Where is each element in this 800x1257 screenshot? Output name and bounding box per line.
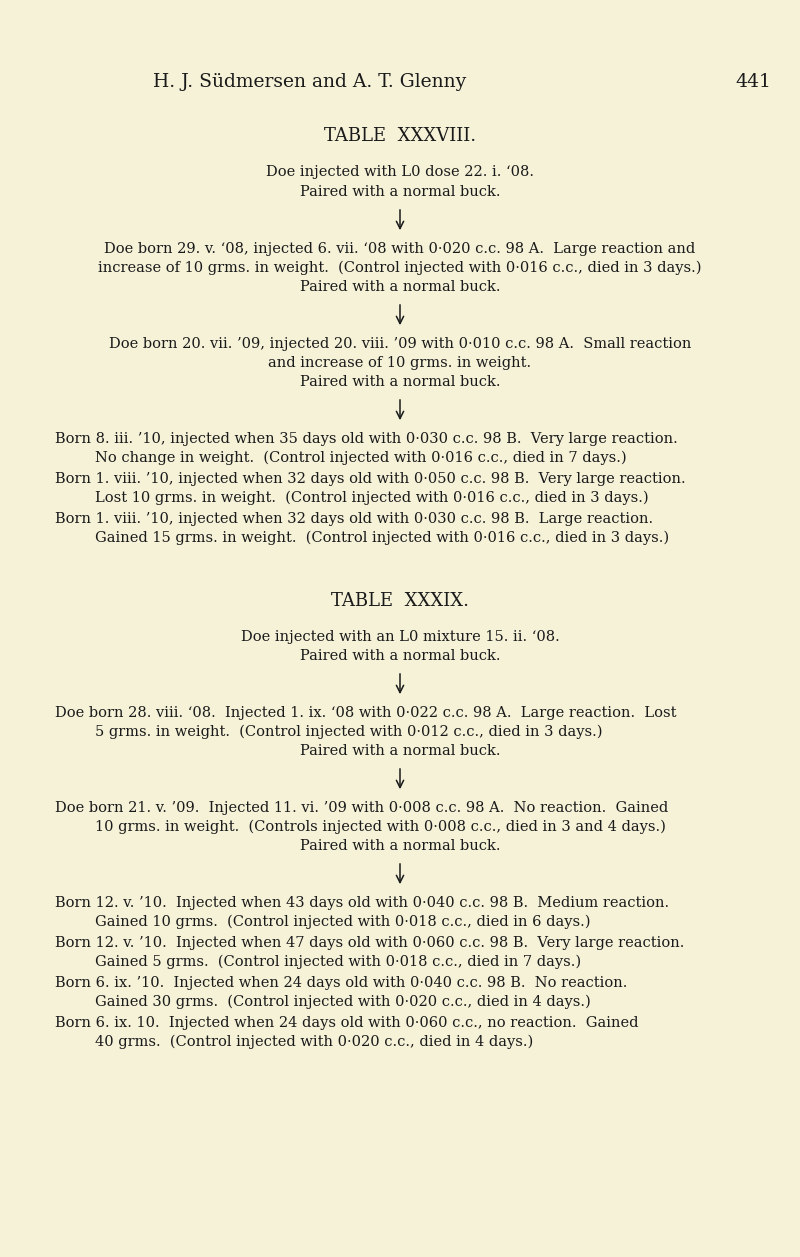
- Text: 40 grms.  (Control injected with 0·020 c.c., died in 4 days.): 40 grms. (Control injected with 0·020 c.…: [95, 1035, 534, 1050]
- Text: Paired with a normal buck.: Paired with a normal buck.: [300, 838, 500, 854]
- Text: 441: 441: [735, 73, 771, 91]
- Text: Paired with a normal buck.: Paired with a normal buck.: [300, 375, 500, 388]
- Text: Paired with a normal buck.: Paired with a normal buck.: [300, 280, 500, 294]
- Text: Paired with a normal buck.: Paired with a normal buck.: [300, 744, 500, 758]
- Text: TABLE  XXXIX.: TABLE XXXIX.: [331, 592, 469, 610]
- Text: Born 6. ix. 10.  Injected when 24 days old with 0·060 c.c., no reaction.  Gained: Born 6. ix. 10. Injected when 24 days ol…: [55, 1016, 638, 1029]
- Text: Doe injected with L0 dose 22. i. ‘08.: Doe injected with L0 dose 22. i. ‘08.: [266, 165, 534, 178]
- Text: Born 12. v. ’10.  Injected when 43 days old with 0·040 c.c. 98 B.  Medium reacti: Born 12. v. ’10. Injected when 43 days o…: [55, 896, 669, 910]
- Text: 10 grms. in weight.  (Controls injected with 0·008 c.c., died in 3 and 4 days.): 10 grms. in weight. (Controls injected w…: [95, 820, 666, 835]
- Text: TABLE  XXXVIII.: TABLE XXXVIII.: [324, 127, 476, 145]
- Text: Doe injected with an L0 mixture 15. ii. ‘08.: Doe injected with an L0 mixture 15. ii. …: [241, 630, 559, 644]
- Text: Born 6. ix. ’10.  Injected when 24 days old with 0·040 c.c. 98 B.  No reaction.: Born 6. ix. ’10. Injected when 24 days o…: [55, 975, 627, 991]
- Text: Doe born 20. vii. ’09, injected 20. viii. ’09 with 0·010 c.c. 98 A.  Small react: Doe born 20. vii. ’09, injected 20. viii…: [109, 337, 691, 351]
- Text: No change in weight.  (Control injected with 0·016 c.c., died in 7 days.): No change in weight. (Control injected w…: [95, 451, 626, 465]
- Text: Born 8. iii. ’10, injected when 35 days old with 0·030 c.c. 98 B.  Very large re: Born 8. iii. ’10, injected when 35 days …: [55, 432, 678, 446]
- Text: Paired with a normal buck.: Paired with a normal buck.: [300, 185, 500, 199]
- Text: H. J. Südmersen and A. T. Glenny: H. J. Südmersen and A. T. Glenny: [154, 73, 466, 91]
- Text: 5 grms. in weight.  (Control injected with 0·012 c.c., died in 3 days.): 5 grms. in weight. (Control injected wit…: [95, 725, 602, 739]
- Text: Paired with a normal buck.: Paired with a normal buck.: [300, 649, 500, 662]
- Text: increase of 10 grms. in weight.  (Control injected with 0·016 c.c., died in 3 da: increase of 10 grms. in weight. (Control…: [98, 261, 702, 275]
- Text: Gained 10 grms.  (Control injected with 0·018 c.c., died in 6 days.): Gained 10 grms. (Control injected with 0…: [95, 915, 590, 929]
- Text: Doe born 21. v. ’09.  Injected 11. vi. ’09 with 0·008 c.c. 98 A.  No reaction.  : Doe born 21. v. ’09. Injected 11. vi. ’0…: [55, 801, 668, 815]
- Text: Gained 15 grms. in weight.  (Control injected with 0·016 c.c., died in 3 days.): Gained 15 grms. in weight. (Control inje…: [95, 530, 669, 546]
- Text: Gained 30 grms.  (Control injected with 0·020 c.c., died in 4 days.): Gained 30 grms. (Control injected with 0…: [95, 996, 590, 1009]
- Text: Born 1. viii. ’10, injected when 32 days old with 0·050 c.c. 98 B.  Very large r: Born 1. viii. ’10, injected when 32 days…: [55, 471, 686, 486]
- Text: Born 12. v. ’10.  Injected when 47 days old with 0·060 c.c. 98 B.  Very large re: Born 12. v. ’10. Injected when 47 days o…: [55, 936, 684, 950]
- Text: Born 1. viii. ’10, injected when 32 days old with 0·030 c.c. 98 B.  Large reacti: Born 1. viii. ’10, injected when 32 days…: [55, 512, 653, 525]
- Text: Lost 10 grms. in weight.  (Control injected with 0·016 c.c., died in 3 days.): Lost 10 grms. in weight. (Control inject…: [95, 491, 649, 505]
- Text: Gained 5 grms.  (Control injected with 0·018 c.c., died in 7 days.): Gained 5 grms. (Control injected with 0·…: [95, 955, 581, 969]
- Text: Doe born 28. viii. ‘08.  Injected 1. ix. ‘08 with 0·022 c.c. 98 A.  Large reacti: Doe born 28. viii. ‘08. Injected 1. ix. …: [55, 706, 677, 720]
- Text: Doe born 29. v. ‘08, injected 6. vii. ‘08 with 0·020 c.c. 98 A.  Large reaction : Doe born 29. v. ‘08, injected 6. vii. ‘0…: [104, 243, 696, 256]
- Text: and increase of 10 grms. in weight.: and increase of 10 grms. in weight.: [269, 356, 531, 370]
